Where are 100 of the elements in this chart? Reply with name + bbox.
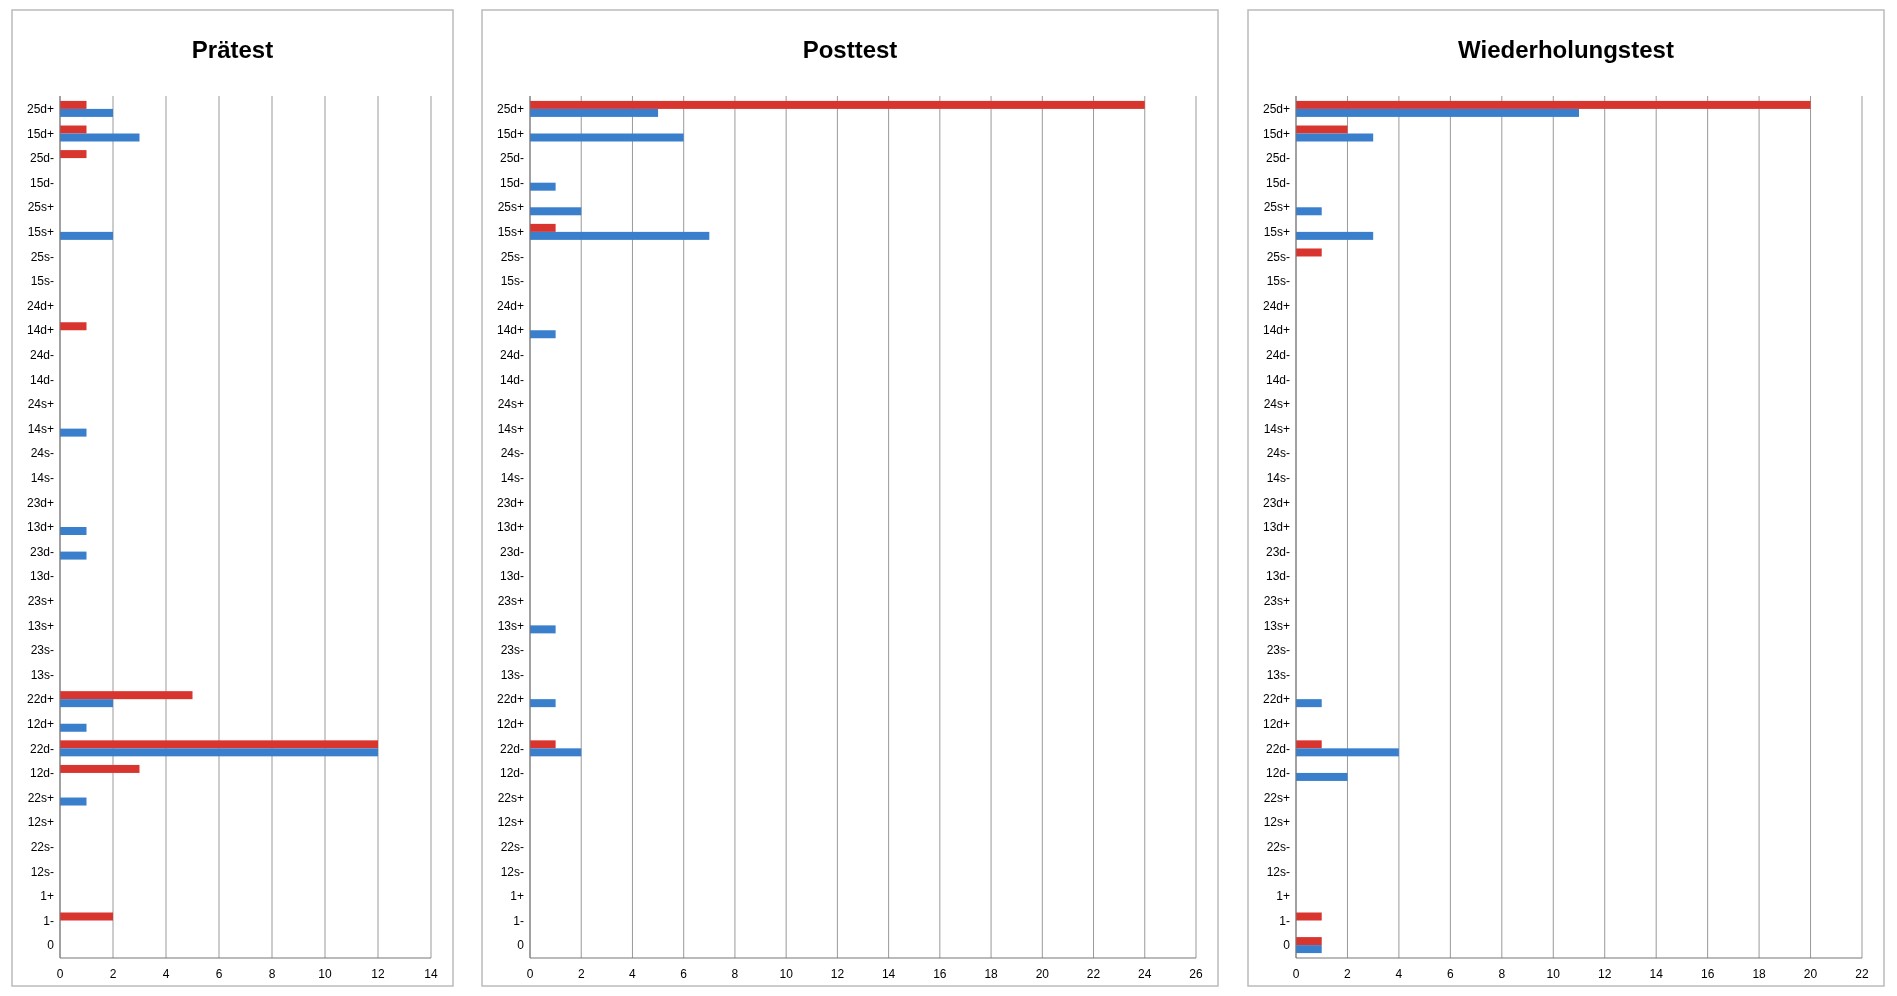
- bar: [60, 551, 87, 560]
- bar: [1296, 207, 1322, 216]
- y-tick-label: 25s+: [497, 200, 524, 215]
- y-tick-label: 22d-: [29, 741, 54, 756]
- y-tick-label: 12s+: [27, 815, 54, 830]
- bar: [530, 740, 556, 749]
- x-tick-label: 12: [830, 967, 845, 981]
- bar: [530, 108, 659, 117]
- y-tick-label: 13s+: [1263, 618, 1290, 633]
- bar: [530, 182, 556, 191]
- y-tick-label: 12d+: [1262, 716, 1290, 731]
- y-tick-label: 23d+: [26, 495, 54, 510]
- y-tick-label: 14d-: [29, 372, 54, 387]
- y-tick-label: 13d+: [496, 520, 524, 535]
- bar: [530, 207, 582, 216]
- y-tick-label: 15s+: [1263, 225, 1290, 240]
- x-tick-label: 18: [1752, 967, 1767, 981]
- y-tick-label: 25d-: [29, 151, 54, 166]
- y-tick-label: 15s+: [497, 225, 524, 240]
- y-tick-label: 13d-: [29, 569, 54, 584]
- bar: [60, 797, 87, 806]
- y-tick-label: 24d+: [26, 298, 54, 313]
- y-tick-label: 13d-: [1265, 569, 1290, 584]
- y-tick-label: 1+: [40, 889, 54, 904]
- y-tick-label: 24s+: [27, 397, 54, 412]
- chart-title: Prätest: [191, 36, 274, 63]
- y-tick-label: 23s-: [1266, 643, 1290, 658]
- x-tick-label: 8: [731, 967, 739, 981]
- bar: [530, 699, 556, 708]
- y-tick-label: 1-: [513, 913, 524, 928]
- y-tick-label: 22s-: [30, 839, 54, 854]
- x-tick-label: 4: [162, 967, 170, 981]
- y-tick-label: 22s+: [1263, 790, 1290, 805]
- y-tick-label: 24s-: [1266, 446, 1290, 461]
- x-tick-label: 14: [424, 967, 438, 981]
- y-tick-label: 14d-: [1265, 372, 1290, 387]
- y-tick-label: 14s-: [1266, 471, 1290, 486]
- y-tick-label: 22s+: [27, 790, 54, 805]
- x-tick-label: 22: [1855, 967, 1869, 981]
- y-tick-label: 23d+: [1262, 495, 1290, 510]
- y-tick-label: 23s+: [1263, 593, 1290, 608]
- y-tick-label: 12d-: [29, 766, 54, 781]
- y-tick-label: 24s+: [1263, 397, 1290, 412]
- y-tick-label: 0: [1283, 938, 1291, 953]
- x-tick-label: 10: [318, 967, 332, 981]
- y-tick-label: 22d+: [496, 692, 524, 707]
- bar: [60, 100, 87, 109]
- x-tick-label: 0: [56, 967, 64, 981]
- y-tick-label: 22d+: [26, 692, 54, 707]
- x-tick-label: 8: [268, 967, 276, 981]
- x-tick-label: 6: [1447, 967, 1455, 981]
- y-tick-label: 14s+: [497, 421, 524, 436]
- x-tick-label: 14: [881, 967, 896, 981]
- bar: [60, 691, 193, 700]
- x-tick-label: 2: [109, 967, 117, 981]
- y-tick-label: 22s+: [497, 790, 524, 805]
- bar: [1296, 100, 1811, 109]
- bar: [60, 764, 140, 773]
- bar: [1296, 740, 1322, 749]
- x-tick-label: 12: [371, 967, 385, 981]
- bar: [1296, 125, 1348, 134]
- x-tick-label: 0: [526, 967, 534, 981]
- y-tick-label: 12s-: [1266, 864, 1290, 879]
- y-tick-label: 15d+: [1262, 126, 1290, 141]
- x-tick-label: 18: [984, 967, 999, 981]
- y-tick-label: 23s-: [500, 643, 524, 658]
- y-tick-label: 15d+: [496, 126, 524, 141]
- y-tick-label: 14d-: [499, 372, 524, 387]
- y-tick-label: 14s-: [30, 471, 54, 486]
- y-tick-label: 22s-: [1266, 839, 1290, 854]
- y-tick-label: 14d+: [496, 323, 524, 338]
- y-tick-label: 24s-: [500, 446, 524, 461]
- bar: [60, 150, 87, 159]
- y-tick-label: 13d-: [499, 569, 524, 584]
- y-tick-label: 12s+: [497, 815, 524, 830]
- bar: [1296, 699, 1322, 708]
- y-tick-label: 15d+: [26, 126, 54, 141]
- x-tick-label: 6: [680, 967, 688, 981]
- y-tick-label: 12d-: [499, 766, 524, 781]
- bar: [530, 330, 556, 339]
- bar: [530, 223, 556, 232]
- y-tick-label: 12d+: [26, 716, 54, 731]
- y-tick-label: 1+: [510, 889, 524, 904]
- y-tick-label: 12d-: [1265, 766, 1290, 781]
- bar: [60, 231, 113, 240]
- y-tick-label: 23d-: [29, 544, 54, 559]
- y-tick-label: 23d+: [496, 495, 524, 510]
- y-tick-label: 13d+: [1262, 520, 1290, 535]
- bar: [60, 428, 87, 437]
- y-tick-label: 15d-: [499, 175, 524, 190]
- y-tick-label: 13s-: [500, 667, 524, 682]
- y-tick-label: 15s+: [27, 225, 54, 240]
- y-tick-label: 24d-: [1265, 348, 1290, 363]
- y-tick-label: 0: [517, 938, 525, 953]
- y-tick-label: 24s+: [497, 397, 524, 412]
- y-tick-label: 22d-: [499, 741, 524, 756]
- x-tick-label: 0: [1292, 967, 1300, 981]
- bar: [1296, 748, 1399, 757]
- bar: [530, 748, 582, 757]
- y-tick-label: 13s-: [30, 667, 54, 682]
